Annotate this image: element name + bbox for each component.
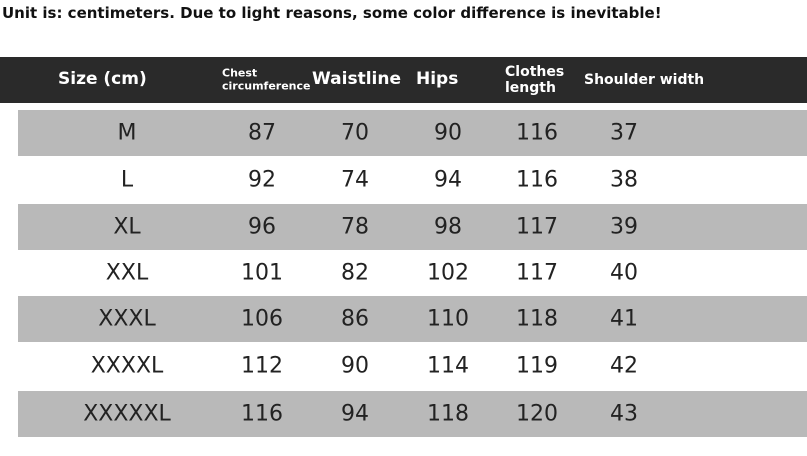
size-cell: M <box>117 120 137 146</box>
value-cell: 116 <box>516 167 558 193</box>
table-row: L 92 74 94 116 38 <box>18 157 807 203</box>
header-cell: Clothes length <box>505 63 565 96</box>
value-cell: 78 <box>341 214 369 240</box>
size-cell: XXXXL <box>90 353 164 379</box>
value-cell: 43 <box>610 401 638 427</box>
table-row: XXXXL 112 90 114 119 42 <box>18 343 807 389</box>
size-cell: XXXL <box>98 306 156 332</box>
header-cell: Shoulder width <box>584 71 705 88</box>
value-cell: 114 <box>427 353 469 379</box>
table-row: XXXXXL 116 94 118 120 43 <box>18 391 807 437</box>
table-row: XL 96 78 98 117 39 <box>18 204 807 250</box>
size-cell: L <box>120 167 134 193</box>
value-cell: 117 <box>516 214 558 240</box>
header-cell: Waistline <box>312 69 401 90</box>
table-row: M 87 70 90 116 37 <box>18 110 807 156</box>
header-cell: Chest circumference <box>222 66 311 92</box>
value-cell: 39 <box>610 214 638 240</box>
value-cell: 40 <box>610 260 638 286</box>
value-cell: 116 <box>241 401 283 427</box>
value-cell: 118 <box>427 401 469 427</box>
value-cell: 90 <box>434 120 462 146</box>
value-cell: 120 <box>516 401 558 427</box>
value-cell: 101 <box>241 260 283 286</box>
value-cell: 102 <box>427 260 469 286</box>
value-cell: 87 <box>248 120 276 146</box>
value-cell: 90 <box>341 353 369 379</box>
size-cell: XL <box>113 214 141 240</box>
value-cell: 74 <box>341 167 369 193</box>
value-cell: 41 <box>610 306 638 332</box>
table-row: XXXL 106 86 110 118 41 <box>18 296 807 342</box>
table-row: XXL 101 82 102 117 40 <box>18 250 807 296</box>
value-cell: 94 <box>341 401 369 427</box>
value-cell: 116 <box>516 120 558 146</box>
value-cell: 42 <box>610 353 638 379</box>
table-header: Size (cm) Chest circumference Waistline Hip… <box>0 57 807 103</box>
value-cell: 119 <box>516 353 558 379</box>
value-cell: 112 <box>241 353 283 379</box>
value-cell: 37 <box>610 120 638 146</box>
value-cell: 96 <box>248 214 276 240</box>
size-cell: XXL <box>105 260 149 286</box>
value-cell: 86 <box>341 306 369 332</box>
value-cell: 110 <box>427 306 469 332</box>
value-cell: 118 <box>516 306 558 332</box>
header-cell: Hips <box>416 69 459 90</box>
header-cell: Size (cm) <box>58 69 147 90</box>
value-cell: 94 <box>434 167 462 193</box>
value-cell: 38 <box>610 167 638 193</box>
value-cell: 106 <box>241 306 283 332</box>
value-cell: 70 <box>341 120 369 146</box>
value-cell: 98 <box>434 214 462 240</box>
note: Unit is: centimeters. Due to light reaso… <box>2 4 662 22</box>
size-cell: XXXXXL <box>83 401 171 427</box>
value-cell: 92 <box>248 167 276 193</box>
value-cell: 117 <box>516 260 558 286</box>
value-cell: 82 <box>341 260 369 286</box>
